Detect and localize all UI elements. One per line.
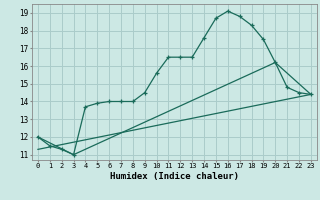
X-axis label: Humidex (Indice chaleur): Humidex (Indice chaleur) — [110, 172, 239, 181]
